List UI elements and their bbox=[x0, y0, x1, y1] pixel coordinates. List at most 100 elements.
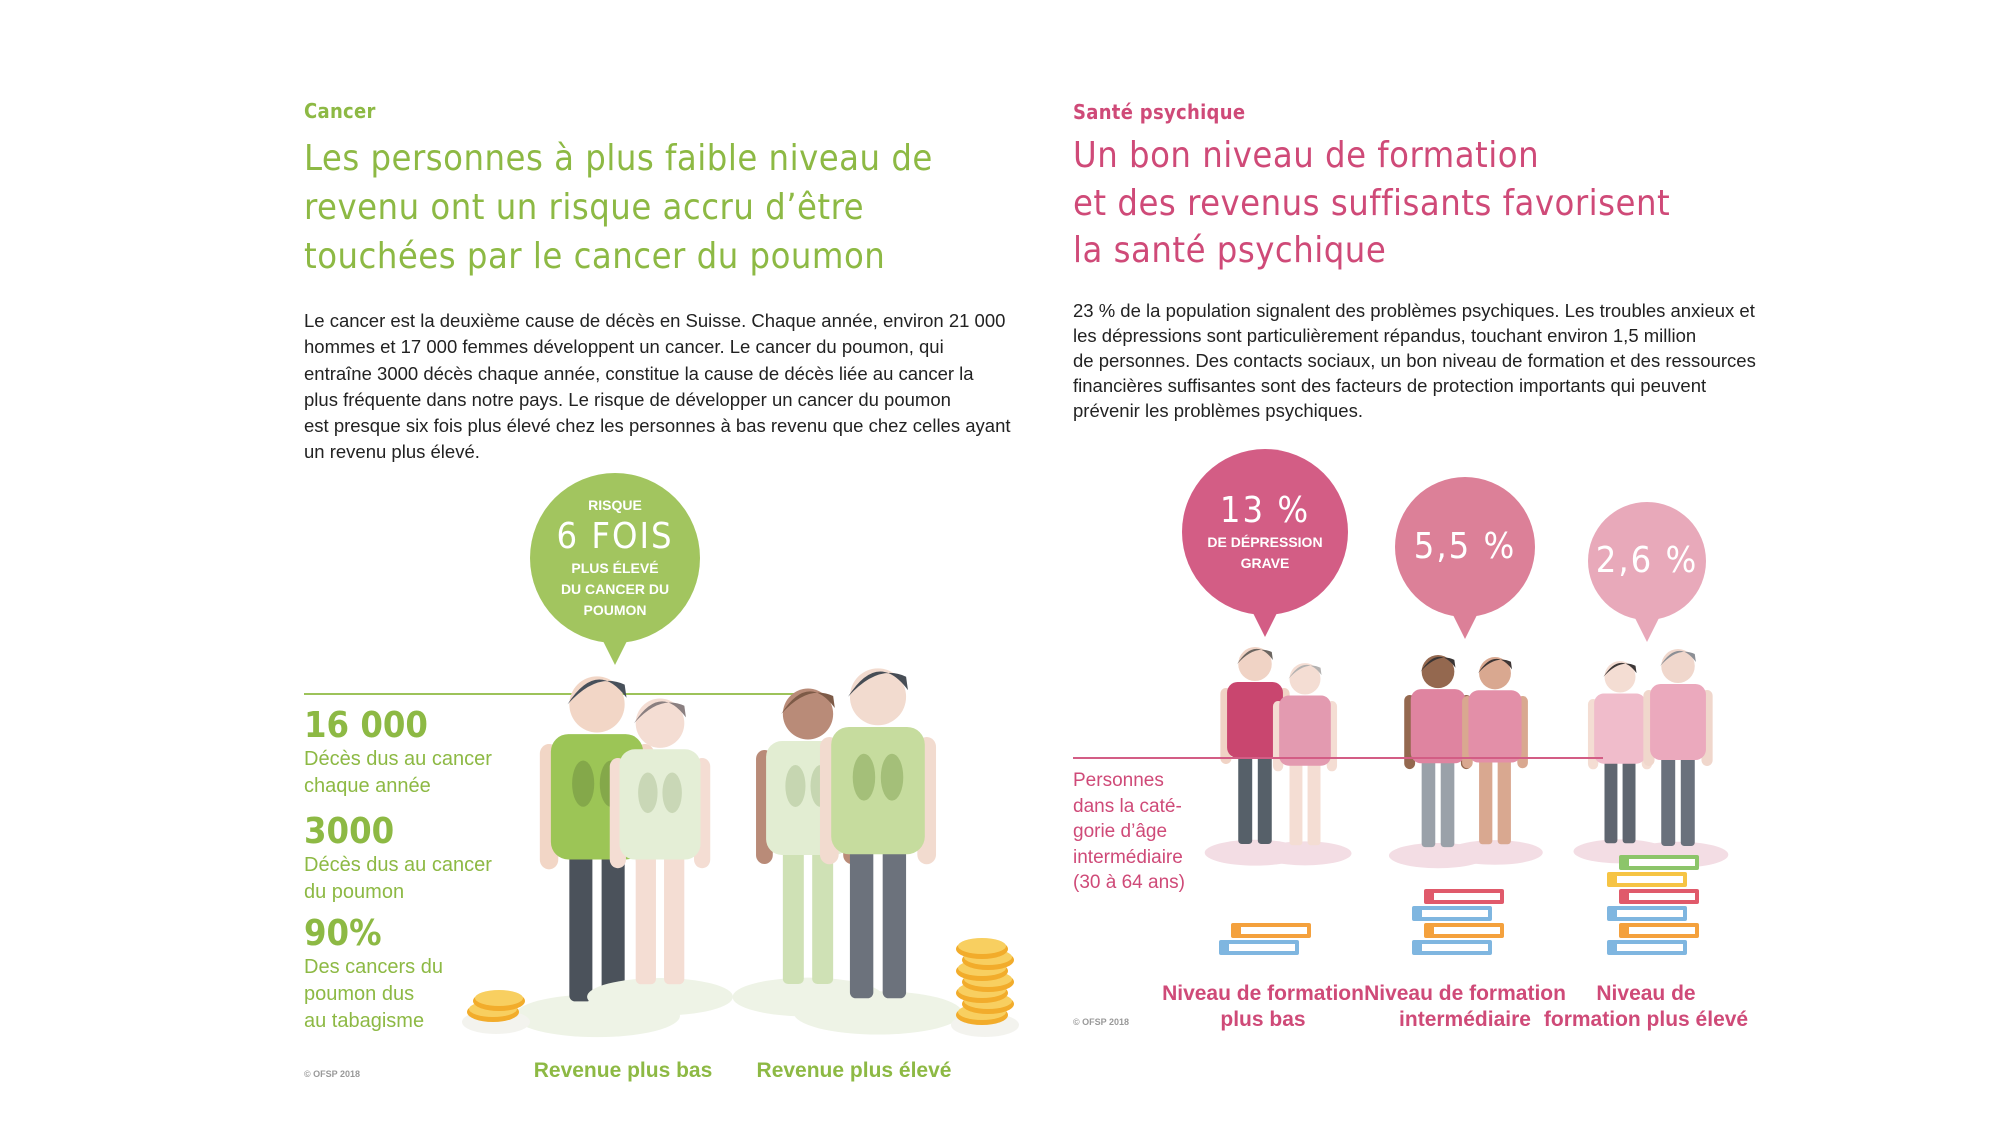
left-body-text: Le cancer est la deuxième cause de décès… bbox=[304, 308, 1011, 466]
hair bbox=[1660, 650, 1696, 666]
stat-label: du poumon bbox=[304, 881, 405, 903]
book-pages bbox=[1422, 944, 1488, 951]
bubble-mid-education: 5,5 % bbox=[1395, 477, 1535, 639]
torso bbox=[1279, 695, 1331, 766]
hair bbox=[1603, 662, 1637, 677]
coins-high-income bbox=[951, 938, 1019, 1037]
book-pages bbox=[1422, 910, 1488, 917]
head bbox=[849, 668, 907, 726]
left-title-line: revenu ont un risque accru d’être bbox=[304, 187, 865, 228]
caption-line: Niveau de bbox=[1596, 982, 1696, 1005]
person-mid-edu-woman bbox=[1447, 657, 1543, 865]
floor-shadow bbox=[1258, 841, 1352, 866]
stat-label: poumon dus bbox=[304, 983, 415, 1005]
book-pages bbox=[1629, 859, 1695, 866]
coin-icon bbox=[958, 938, 1006, 954]
floor-shadow bbox=[1447, 840, 1543, 865]
head bbox=[1421, 655, 1455, 689]
right-title-line: Un bon niveau de formation bbox=[1073, 135, 1540, 176]
caption-mid-education: Niveau de formation intermédiaire bbox=[1345, 981, 1585, 1033]
torso bbox=[1468, 690, 1522, 763]
caption-line: plus bas bbox=[1220, 1008, 1306, 1031]
head bbox=[569, 676, 625, 733]
body-line: financières suffisantes sont des facteur… bbox=[1073, 375, 1707, 396]
body-line: Le cancer est la deuxième cause de décès… bbox=[304, 310, 1006, 331]
books-high-education bbox=[1607, 855, 1699, 955]
left-kicker: Cancer bbox=[304, 99, 376, 123]
leg bbox=[1497, 753, 1511, 845]
stat-label: Des cancers du bbox=[304, 956, 443, 978]
left-copyright: © OFSP 2018 bbox=[304, 1069, 360, 1079]
hair bbox=[848, 671, 908, 697]
leg bbox=[1622, 754, 1636, 844]
book-pages bbox=[1617, 944, 1683, 951]
left-divider-line bbox=[304, 693, 796, 695]
coins-low-income bbox=[462, 990, 530, 1034]
caption-line: formation plus élevé bbox=[1543, 1008, 1749, 1031]
left-title: Les personnes à plus faible niveau de re… bbox=[304, 134, 933, 281]
person-low-income-woman bbox=[587, 698, 733, 1016]
head bbox=[1479, 657, 1511, 690]
torso bbox=[1650, 684, 1706, 760]
bubble-text: DE DÉPRESSION bbox=[1207, 534, 1323, 550]
head bbox=[635, 698, 685, 748]
body-line: plus fréquente dans notre pays. Le risqu… bbox=[304, 388, 951, 410]
leg bbox=[569, 843, 593, 1002]
bubble-value: 2,6 % bbox=[1595, 540, 1699, 581]
leg bbox=[1289, 756, 1303, 846]
body-line: entraîne 3000 décès chaque année, consti… bbox=[304, 362, 974, 384]
torso bbox=[1410, 689, 1466, 764]
leg bbox=[601, 843, 625, 1002]
age-group-note: Personnes dans la caté- gorie d’âge inte… bbox=[1073, 768, 1213, 896]
caption-low-education: Niveau de formation plus bas bbox=[1143, 981, 1383, 1033]
lung-icon bbox=[785, 765, 806, 807]
book-pages bbox=[1629, 927, 1695, 934]
lung-icon bbox=[572, 760, 595, 807]
body-line: 23 % de la population signalent des prob… bbox=[1073, 300, 1755, 321]
stat-label: chaque année bbox=[304, 775, 431, 797]
head bbox=[782, 688, 834, 740]
left-title-line: touchées par le cancer du poumon bbox=[304, 236, 886, 277]
bubble-low-education: 13 % DE DÉPRESSION GRAVE bbox=[1182, 449, 1348, 637]
hair bbox=[567, 679, 627, 705]
leg bbox=[1479, 753, 1493, 845]
note-line: (30 à 64 ans) bbox=[1073, 872, 1185, 894]
leg bbox=[1421, 753, 1436, 848]
leg bbox=[635, 845, 656, 985]
right-copyright: © OFSP 2018 bbox=[1073, 1017, 1129, 1027]
floor-shadow bbox=[793, 991, 963, 1035]
leg bbox=[812, 840, 834, 984]
right-body-text: 23 % de la population signalent des prob… bbox=[1073, 298, 1756, 423]
coin-icon bbox=[475, 990, 523, 1006]
person-high-income-man bbox=[793, 668, 963, 1035]
bubble-text: PLUS ÉLEVÉ bbox=[571, 560, 659, 576]
person-high-edu-woman bbox=[1573, 661, 1667, 864]
stat-deaths-cancer: 16 000 Décès dus au cancer chaque année bbox=[304, 706, 524, 800]
stat-value: 16 000 bbox=[304, 705, 428, 746]
right-title-line: la santé psychique bbox=[1073, 230, 1387, 271]
hair bbox=[781, 691, 835, 714]
stat-value: 3000 bbox=[304, 811, 395, 852]
lung-icon bbox=[662, 772, 682, 814]
body-line: hommes et 17 000 femmes développent un c… bbox=[304, 336, 944, 358]
leg bbox=[849, 837, 874, 999]
leg bbox=[1604, 754, 1618, 844]
lung-icon bbox=[880, 753, 904, 801]
head bbox=[1289, 663, 1321, 695]
caption-low-income: Revenue plus bas bbox=[533, 1059, 713, 1082]
caption-line: Niveau de formation bbox=[1162, 982, 1364, 1005]
book-pages bbox=[1434, 893, 1500, 900]
lung-icon bbox=[852, 753, 876, 801]
note-line: dans la caté- bbox=[1073, 795, 1182, 817]
leg bbox=[1440, 753, 1455, 848]
hair bbox=[634, 701, 686, 724]
book-pages bbox=[1434, 927, 1500, 934]
body-line: un revenu plus élevé. bbox=[304, 441, 480, 463]
books-mid-education bbox=[1412, 889, 1504, 955]
leg bbox=[1257, 748, 1272, 844]
torso bbox=[619, 749, 701, 860]
leg bbox=[782, 840, 804, 984]
caption-line: intermédiaire bbox=[1399, 1008, 1531, 1031]
head bbox=[1661, 649, 1695, 683]
